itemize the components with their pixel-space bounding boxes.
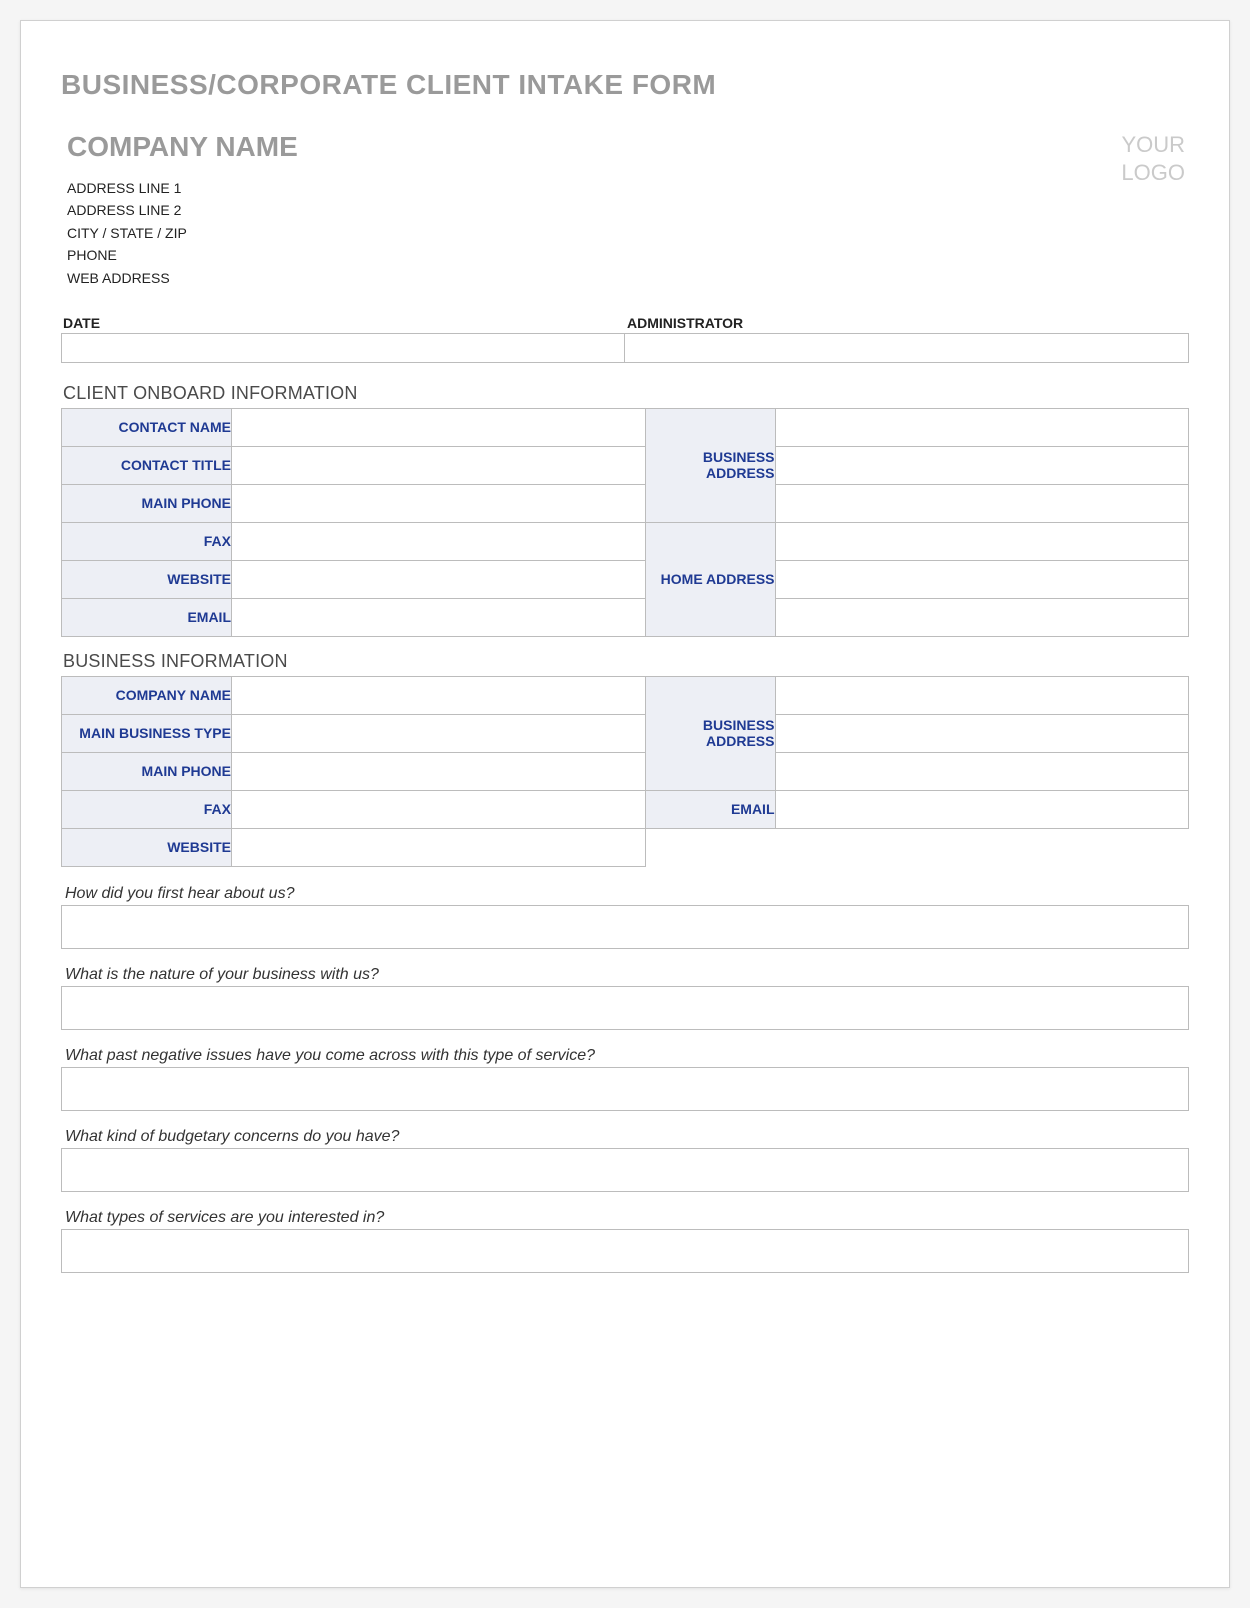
- label-business-address: BUSINESS ADDRESS: [645, 676, 775, 790]
- contact-title-input[interactable]: [232, 447, 645, 484]
- client-email-input[interactable]: [232, 599, 645, 636]
- label-main-business-type: MAIN BUSINESS TYPE: [62, 714, 232, 752]
- contact-name-input[interactable]: [232, 409, 645, 446]
- business-main-phone-input[interactable]: [232, 753, 645, 790]
- date-label: DATE: [61, 315, 625, 331]
- question-3-label: What past negative issues have you come …: [65, 1047, 1189, 1065]
- business-company-name-input[interactable]: [232, 677, 645, 714]
- company-city-state-zip: CITY / STATE / ZIP: [67, 222, 298, 244]
- form-title: BUSINESS/CORPORATE CLIENT INTAKE FORM: [61, 69, 1189, 101]
- label-business-main-phone: MAIN PHONE: [62, 752, 232, 790]
- logo-text-1: YOUR: [1121, 131, 1185, 159]
- client-main-phone-input[interactable]: [232, 485, 645, 522]
- client-business-address-1-input[interactable]: [776, 409, 1189, 446]
- label-contact-title: CONTACT TITLE: [62, 446, 232, 484]
- label-client-fax: FAX: [62, 522, 232, 560]
- label-business-fax: FAX: [62, 790, 232, 828]
- label-business-email: EMAIL: [645, 790, 775, 828]
- main-business-type-input[interactable]: [232, 715, 645, 752]
- business-fax-input[interactable]: [232, 791, 645, 828]
- logo-placeholder: YOUR LOGO: [1121, 131, 1185, 186]
- administrator-input[interactable]: [625, 333, 1189, 363]
- question-1-label: How did you first hear about us?: [65, 885, 1189, 903]
- company-address-line-1: ADDRESS LINE 1: [67, 177, 298, 199]
- company-address-block: ADDRESS LINE 1 ADDRESS LINE 2 CITY / STA…: [67, 177, 298, 289]
- section-heading-client-onboard: CLIENT ONBOARD INFORMATION: [63, 383, 1189, 404]
- business-email-input[interactable]: [776, 791, 1189, 828]
- section-heading-business-info: BUSINESS INFORMATION: [63, 651, 1189, 672]
- label-contact-name: CONTACT NAME: [62, 408, 232, 446]
- intake-form-page: BUSINESS/CORPORATE CLIENT INTAKE FORM CO…: [20, 20, 1230, 1588]
- client-website-input[interactable]: [232, 561, 645, 598]
- question-4-label: What kind of budgetary concerns do you h…: [65, 1128, 1189, 1146]
- label-client-home-address: HOME ADDRESS: [645, 522, 775, 636]
- question-3-input[interactable]: [61, 1067, 1189, 1111]
- company-name: COMPANY NAME: [67, 131, 298, 163]
- business-address-3-input[interactable]: [776, 753, 1189, 790]
- business-website-input[interactable]: [232, 829, 645, 866]
- question-2-label: What is the nature of your business with…: [65, 966, 1189, 984]
- question-4-input[interactable]: [61, 1148, 1189, 1192]
- company-phone: PHONE: [67, 244, 298, 266]
- label-client-business-address: BUSINESS ADDRESS: [645, 408, 775, 522]
- client-home-address-2-input[interactable]: [776, 561, 1189, 598]
- header-row: COMPANY NAME ADDRESS LINE 1 ADDRESS LINE…: [61, 131, 1189, 315]
- label-client-main-phone: MAIN PHONE: [62, 484, 232, 522]
- client-onboard-table: CONTACT NAME BUSINESS ADDRESS CONTACT TI…: [61, 408, 1189, 637]
- business-address-2-input[interactable]: [776, 715, 1189, 752]
- business-info-table: COMPANY NAME BUSINESS ADDRESS MAIN BUSIN…: [61, 676, 1189, 867]
- administrator-label: ADMINISTRATOR: [625, 315, 1189, 331]
- label-business-website: WEBSITE: [62, 828, 232, 866]
- date-admin-row: DATE ADMINISTRATOR: [61, 315, 1189, 363]
- date-input[interactable]: [61, 333, 625, 363]
- company-web: WEB ADDRESS: [67, 267, 298, 289]
- client-home-address-1-input[interactable]: [776, 523, 1189, 560]
- client-business-address-2-input[interactable]: [776, 447, 1189, 484]
- question-1-input[interactable]: [61, 905, 1189, 949]
- question-5-input[interactable]: [61, 1229, 1189, 1273]
- question-5-label: What types of services are you intereste…: [65, 1209, 1189, 1227]
- client-fax-input[interactable]: [232, 523, 645, 560]
- label-client-email: EMAIL: [62, 598, 232, 636]
- logo-text-2: LOGO: [1121, 159, 1185, 187]
- question-2-input[interactable]: [61, 986, 1189, 1030]
- client-home-address-3-input[interactable]: [776, 599, 1189, 636]
- label-business-company-name: COMPANY NAME: [62, 676, 232, 714]
- business-address-1-input[interactable]: [776, 677, 1189, 714]
- company-block: COMPANY NAME ADDRESS LINE 1 ADDRESS LINE…: [61, 131, 298, 315]
- company-address-line-2: ADDRESS LINE 2: [67, 199, 298, 221]
- label-client-website: WEBSITE: [62, 560, 232, 598]
- client-business-address-3-input[interactable]: [776, 485, 1189, 522]
